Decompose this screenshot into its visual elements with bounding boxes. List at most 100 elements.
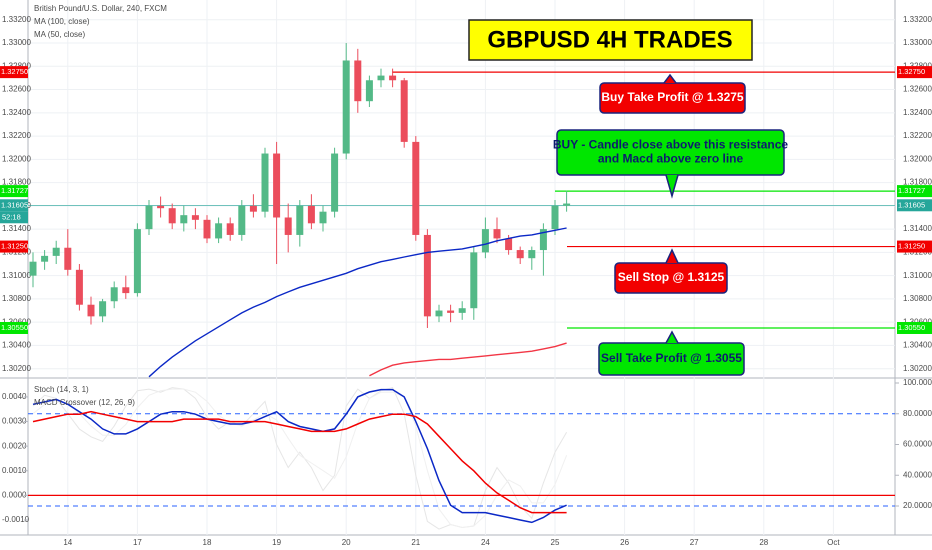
candle-body (400, 80, 408, 142)
candle-body (307, 205, 315, 224)
candle-body (238, 205, 246, 235)
price-tag (897, 199, 932, 212)
candle-body (551, 205, 559, 230)
candle-body (215, 223, 223, 239)
candle-body (505, 238, 513, 251)
chart-title: GBPUSD 4H TRADES (487, 26, 732, 53)
price-tag-label: 1.32750 (898, 67, 925, 76)
price-tag-label: 1.31250 (898, 242, 925, 251)
x-tick-label: 21 (411, 538, 420, 547)
x-tick-label: 20 (342, 538, 351, 547)
y-tick-label: 1.32600 (903, 85, 932, 94)
x-tick-label: 26 (620, 538, 629, 547)
stoch-tick-label: 60.0000 (903, 440, 932, 449)
callout-text: Sell Stop @ 1.3125 (618, 270, 725, 284)
macd-tick-label: -0.0010 (2, 515, 30, 524)
candle-body (296, 205, 304, 235)
price-tag-label: 1.31250 (1, 242, 28, 251)
candle-body (180, 215, 188, 224)
stoch-tick-label: 40.0000 (903, 470, 932, 479)
legend-entry: MA (100, close) (34, 17, 90, 26)
candle-body (226, 223, 234, 235)
y-tick-label: 1.31400 (903, 224, 932, 233)
candle-body (319, 211, 327, 224)
price-tag (897, 185, 932, 198)
macd-line (32, 388, 567, 524)
y-tick-label: 1.30400 (2, 341, 31, 350)
legend-entry: MACD Crossover (12, 26, 9) (34, 398, 135, 407)
callout-text: Sell Take Profit @ 1.3055 (601, 351, 742, 365)
candle-body (157, 205, 165, 209)
price-tag (897, 321, 932, 334)
callout-text: and Macd above zero line (598, 152, 744, 166)
candle-body (365, 80, 373, 102)
candle-body (516, 250, 524, 259)
y-tick-label: 1.33000 (903, 38, 932, 47)
candle-body (145, 205, 153, 230)
x-tick-label: 17 (133, 538, 142, 547)
candle-body (52, 247, 60, 256)
price-tag (0, 185, 28, 198)
candle-body (342, 60, 350, 154)
candle-body (249, 205, 257, 212)
y-tick-label: 1.33200 (2, 15, 31, 24)
macd-tick-label: 0.0010 (2, 466, 27, 475)
price-tag-label: 1.32750 (1, 67, 28, 76)
candle-body (412, 141, 420, 235)
y-tick-label: 1.32400 (2, 108, 31, 117)
legend-entry: MA (50, close) (34, 30, 85, 39)
y-tick-label: 1.31000 (903, 271, 932, 280)
price-tag (0, 321, 28, 334)
stoch-tick-label: 100.0000 (903, 378, 932, 387)
candle-body (481, 229, 489, 253)
price-tag (897, 240, 932, 253)
candle-body (493, 229, 501, 239)
candle-body (41, 255, 49, 262)
price-tag-label: 1.31727 (898, 186, 925, 195)
candle-body (284, 217, 292, 235)
y-tick-label: 1.31000 (2, 271, 31, 280)
y-tick-label: 1.30800 (903, 294, 932, 303)
moving-average (148, 227, 567, 378)
x-tick-label: Oct (827, 538, 840, 547)
x-tick-label: 24 (481, 538, 490, 547)
y-tick-label: 1.30200 (2, 364, 31, 373)
legend-entry: British Pound/U.S. Dollar, 240, FXCM (34, 4, 167, 13)
candle-body (122, 287, 130, 294)
price-tag (0, 199, 28, 212)
candle-body (331, 153, 339, 212)
y-tick-label: 1.31800 (2, 178, 31, 187)
x-tick-label: 28 (759, 538, 768, 547)
candle-body (191, 215, 199, 220)
callout-pointer (665, 248, 679, 264)
candle-body (470, 252, 478, 309)
candle-body (168, 208, 176, 224)
macd-tick-label: 0.0030 (2, 417, 27, 426)
macd-line (32, 410, 567, 514)
stoch-line (32, 388, 568, 529)
candle-body (423, 234, 431, 317)
y-tick-label: 1.30800 (2, 294, 31, 303)
price-tag-label: 1.30550 (898, 323, 925, 332)
callout-pointer (663, 73, 677, 84)
candle-body (261, 153, 269, 212)
candle-body (29, 261, 37, 276)
candle-body (377, 75, 385, 81)
countdown-tag (0, 211, 28, 224)
price-tag (0, 66, 28, 79)
candle-body (539, 229, 547, 251)
y-tick-label: 1.32200 (2, 131, 31, 140)
candle-body (133, 229, 141, 294)
candle-body (110, 287, 118, 302)
y-tick-label: 1.32600 (2, 85, 31, 94)
callout-pointer (665, 330, 679, 344)
macd-tick-label: 0.0000 (2, 490, 27, 499)
y-tick-label: 1.32800 (2, 61, 31, 70)
candle-body (273, 153, 281, 218)
y-tick-label: 1.32800 (903, 61, 932, 70)
price-tag-label: 1.30550 (1, 323, 28, 332)
candle-body (64, 247, 72, 270)
title-box (468, 19, 753, 61)
